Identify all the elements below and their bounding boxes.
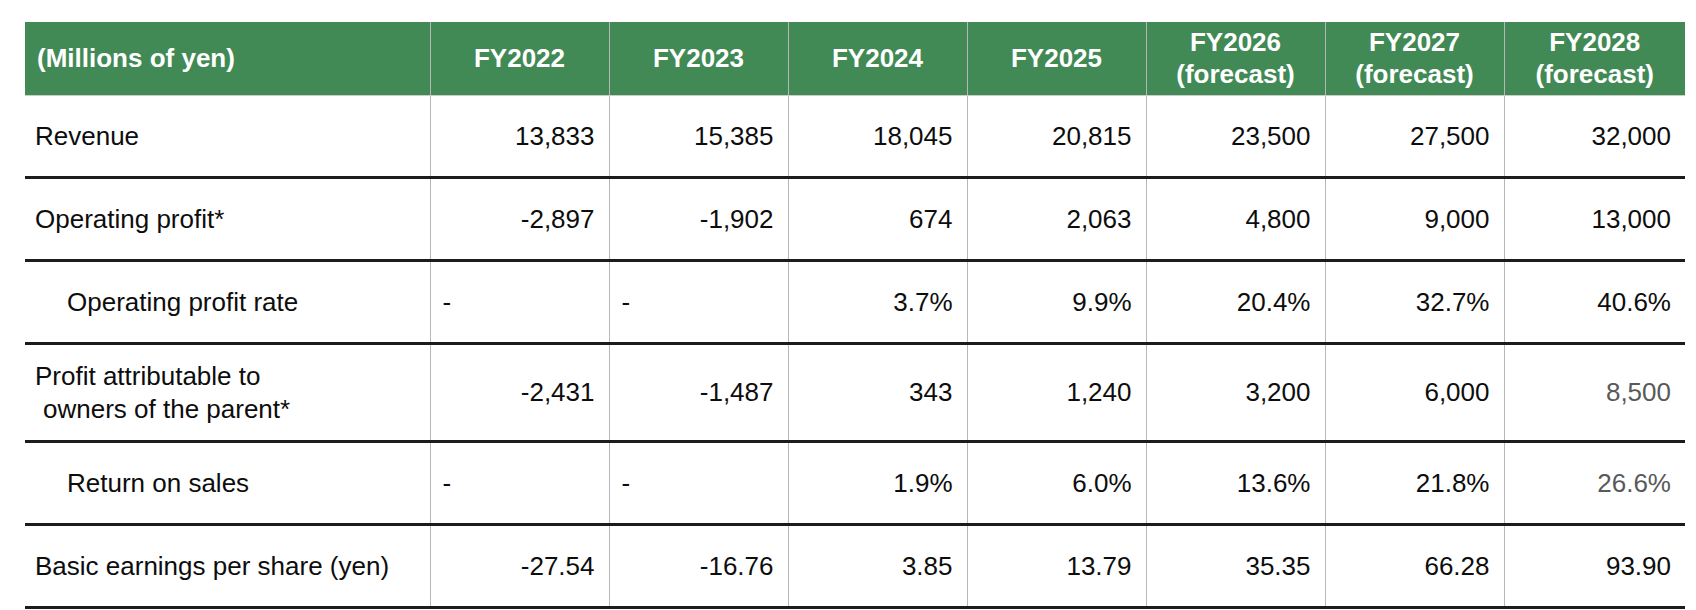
cell-basic-eps-fy2025: 13.79 (967, 525, 1146, 608)
column-header-unit-label: (Millions of yen) (25, 22, 430, 96)
cell-profit-attributable-fy2024: 343 (788, 344, 967, 442)
table-row-profit-attributable: Profit attributable to owners of the par… (25, 344, 1685, 442)
cell-return-on-sales-fy2022: - (430, 442, 609, 525)
column-header-line1: FY2025 (972, 43, 1142, 74)
financial-results-page: (Millions of yen) FY2022 FY2023 FY2024 F… (0, 0, 1696, 610)
column-header-line1: FY2027 (1330, 27, 1500, 58)
column-header-line1: FY2022 (435, 43, 605, 74)
cell-operating-profit-fy2022: -2,897 (430, 178, 609, 261)
cell-basic-eps-fy2023: -16.76 (609, 525, 788, 608)
row-label-line1: Profit attributable to (35, 360, 430, 393)
row-label-basic-eps: Basic earnings per share (yen) (25, 525, 430, 608)
cell-operating-profit-rate-fy2022: - (430, 261, 609, 344)
cell-operating-profit-rate-fy2027: 32.7% (1325, 261, 1504, 344)
cell-revenue-fy2027: 27,500 (1325, 96, 1504, 178)
cell-revenue-fy2026: 23,500 (1146, 96, 1325, 178)
cell-operating-profit-fy2024: 674 (788, 178, 967, 261)
cell-basic-eps-fy2027: 66.28 (1325, 525, 1504, 608)
cell-profit-attributable-fy2025: 1,240 (967, 344, 1146, 442)
cell-operating-profit-fy2028: 13,000 (1504, 178, 1685, 261)
column-header-line1: FY2024 (793, 43, 963, 74)
row-label-operating-profit-rate: Operating profit rate (25, 261, 430, 344)
cell-operating-profit-rate-fy2028: 40.6% (1504, 261, 1685, 344)
cell-profit-attributable-fy2026: 3,200 (1146, 344, 1325, 442)
column-header-fy2025: FY2025 (967, 22, 1146, 96)
table-row-operating-profit: Operating profit* -2,897 -1,902 674 2,06… (25, 178, 1685, 261)
column-header-fy2028-forecast: FY2028(forecast) (1504, 22, 1685, 96)
column-header-line1: FY2028 (1509, 27, 1682, 58)
column-header-fy2024: FY2024 (788, 22, 967, 96)
cell-basic-eps-fy2028: 93.90 (1504, 525, 1685, 608)
cell-operating-profit-fy2023: -1,902 (609, 178, 788, 261)
table-header-row: (Millions of yen) FY2022 FY2023 FY2024 F… (25, 22, 1685, 96)
column-header-line2: (forecast) (1151, 59, 1321, 90)
row-label-return-on-sales: Return on sales (25, 442, 430, 525)
unit-label-text: (Millions of yen) (37, 43, 235, 73)
column-header-fy2026-forecast: FY2026(forecast) (1146, 22, 1325, 96)
cell-profit-attributable-fy2028: 8,500 (1504, 344, 1685, 442)
column-header-fy2022: FY2022 (430, 22, 609, 96)
cell-revenue-fy2022: 13,833 (430, 96, 609, 178)
row-label-profit-attributable: Profit attributable to owners of the par… (25, 344, 430, 442)
cell-operating-profit-rate-fy2026: 20.4% (1146, 261, 1325, 344)
table-row-return-on-sales: Return on sales - - 1.9% 6.0% 13.6% 21.8… (25, 442, 1685, 525)
cell-return-on-sales-fy2028: 26.6% (1504, 442, 1685, 525)
cell-operating-profit-rate-fy2023: - (609, 261, 788, 344)
cell-basic-eps-fy2024: 3.85 (788, 525, 967, 608)
column-header-line1: FY2023 (614, 43, 784, 74)
cell-basic-eps-fy2026: 35.35 (1146, 525, 1325, 608)
cell-return-on-sales-fy2027: 21.8% (1325, 442, 1504, 525)
column-header-line1: FY2026 (1151, 27, 1321, 58)
cell-profit-attributable-fy2022: -2,431 (430, 344, 609, 442)
cell-return-on-sales-fy2025: 6.0% (967, 442, 1146, 525)
column-header-line2: (forecast) (1509, 59, 1682, 90)
cell-profit-attributable-fy2027: 6,000 (1325, 344, 1504, 442)
cell-return-on-sales-fy2023: - (609, 442, 788, 525)
row-label-revenue: Revenue (25, 96, 430, 178)
table-row-operating-profit-rate: Operating profit rate - - 3.7% 9.9% 20.4… (25, 261, 1685, 344)
cell-revenue-fy2025: 20,815 (967, 96, 1146, 178)
cell-revenue-fy2028: 32,000 (1504, 96, 1685, 178)
table-row-basic-eps: Basic earnings per share (yen) -27.54 -1… (25, 525, 1685, 608)
cell-basic-eps-fy2022: -27.54 (430, 525, 609, 608)
column-header-fy2023: FY2023 (609, 22, 788, 96)
row-label-line2: owners of the parent* (35, 393, 430, 426)
cell-operating-profit-fy2026: 4,800 (1146, 178, 1325, 261)
cell-operating-profit-fy2027: 9,000 (1325, 178, 1504, 261)
cell-operating-profit-rate-fy2024: 3.7% (788, 261, 967, 344)
cell-revenue-fy2024: 18,045 (788, 96, 967, 178)
cell-operating-profit-fy2025: 2,063 (967, 178, 1146, 261)
column-header-fy2027-forecast: FY2027(forecast) (1325, 22, 1504, 96)
cell-return-on-sales-fy2024: 1.9% (788, 442, 967, 525)
row-label-operating-profit: Operating profit* (25, 178, 430, 261)
table-row-revenue: Revenue 13,833 15,385 18,045 20,815 23,5… (25, 96, 1685, 178)
cell-return-on-sales-fy2026: 13.6% (1146, 442, 1325, 525)
column-header-line2: (forecast) (1330, 59, 1500, 90)
cell-revenue-fy2023: 15,385 (609, 96, 788, 178)
cell-operating-profit-rate-fy2025: 9.9% (967, 261, 1146, 344)
financial-results-table: (Millions of yen) FY2022 FY2023 FY2024 F… (25, 22, 1685, 609)
cell-profit-attributable-fy2023: -1,487 (609, 344, 788, 442)
